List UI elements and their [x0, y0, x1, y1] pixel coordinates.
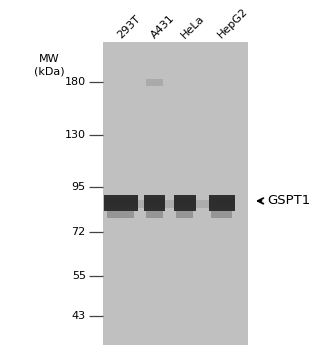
Text: HeLa: HeLa — [179, 13, 206, 40]
Text: 43: 43 — [72, 311, 86, 321]
Bar — [144, 197, 165, 209]
Bar — [209, 195, 235, 211]
Bar — [144, 195, 165, 211]
Text: A431: A431 — [149, 13, 176, 40]
Bar — [102, 42, 247, 345]
Bar — [146, 211, 163, 218]
Bar — [209, 197, 235, 209]
Bar — [209, 200, 235, 206]
Text: MW
(kDa): MW (kDa) — [34, 54, 65, 76]
Text: 72: 72 — [72, 227, 86, 237]
Bar — [104, 195, 138, 211]
Bar — [165, 200, 174, 208]
Text: 180: 180 — [65, 77, 86, 87]
Bar — [196, 200, 209, 208]
Bar — [211, 211, 232, 218]
Text: 130: 130 — [65, 130, 86, 140]
Bar — [144, 200, 165, 206]
Bar — [138, 200, 144, 208]
Text: 55: 55 — [72, 271, 86, 281]
Bar — [174, 200, 196, 206]
Bar — [176, 211, 193, 218]
Bar — [174, 197, 196, 209]
Text: HepG2: HepG2 — [216, 6, 250, 40]
Bar — [107, 211, 134, 218]
Text: 95: 95 — [72, 182, 86, 191]
Bar — [104, 197, 138, 209]
Bar — [174, 195, 196, 211]
Bar — [146, 79, 163, 86]
Text: GSPT1: GSPT1 — [267, 194, 311, 207]
Bar — [104, 200, 138, 206]
Text: 293T: 293T — [115, 13, 142, 40]
